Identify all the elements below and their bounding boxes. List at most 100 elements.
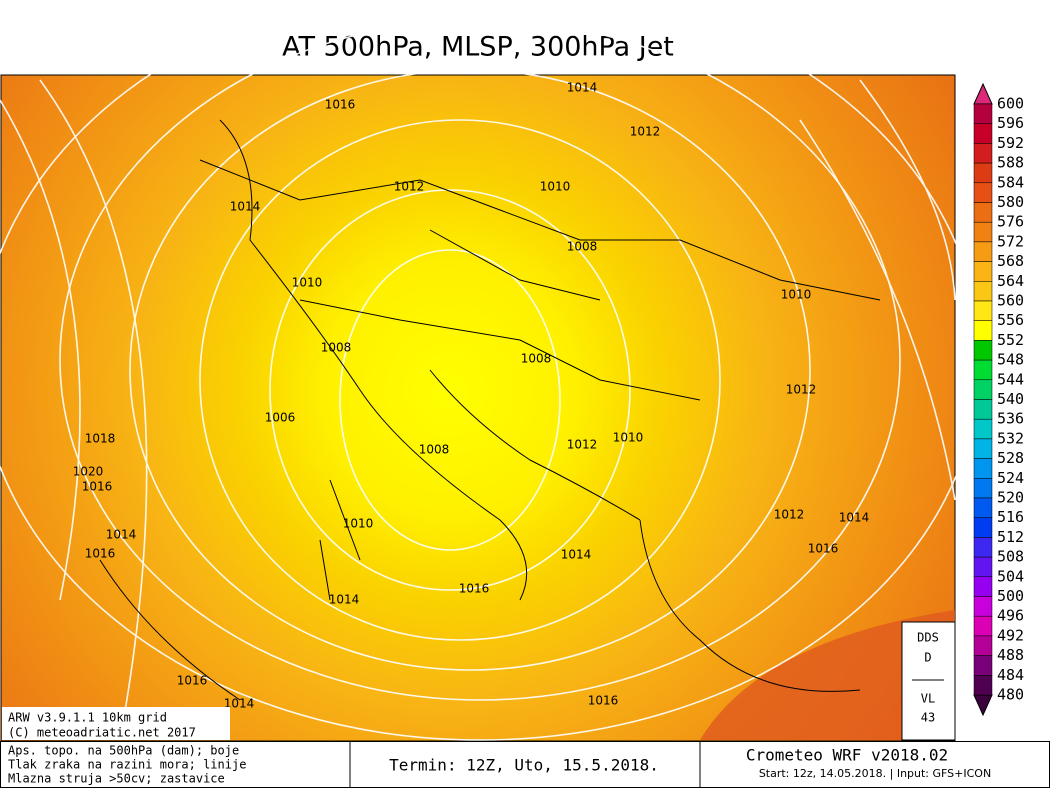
isobar-label: 1014 <box>230 200 261 214</box>
colorbar-swatch <box>973 261 993 282</box>
model-text: ARW v3.9.1.1 10km grid <box>8 711 167 725</box>
colorbar-swatch <box>973 300 993 321</box>
colorbar-label: 544 <box>997 370 1024 388</box>
isobar-label: 1006 <box>265 411 296 425</box>
colorbar-swatch <box>973 103 993 124</box>
colorbar-swatch <box>973 162 993 184</box>
side-box: DDS D VL 43 <box>901 621 956 741</box>
isobar-label: 1016 <box>85 547 116 561</box>
colorbar-label: 488 <box>997 646 1024 664</box>
colorbar-swatch <box>973 143 993 164</box>
colorbar-swatch <box>973 438 993 459</box>
colorbar-swatch <box>973 281 993 302</box>
colorbar-label: 540 <box>997 390 1024 408</box>
colorbar-label: 524 <box>997 469 1024 487</box>
colorbar-label: 484 <box>997 666 1024 684</box>
colorbar-swatch <box>973 576 993 597</box>
colorbar-swatch <box>973 458 993 479</box>
isobar-label: 1010 <box>292 276 323 290</box>
colorbar-swatch <box>973 359 993 381</box>
colorbar-label: 572 <box>997 232 1024 250</box>
colorbar-label: 592 <box>997 134 1024 152</box>
colorbar-label: 504 <box>997 567 1024 585</box>
isobar-label: 1014 <box>567 81 598 95</box>
colorbar-swatch <box>973 615 993 637</box>
isobar-label: 1012 <box>394 180 425 194</box>
footer-text: Tlak zraka na razini mora; linije <box>8 758 246 772</box>
isobar-label: 1008 <box>321 341 352 355</box>
colorbar-swatch <box>973 202 993 223</box>
colorbar-swatch <box>973 182 993 203</box>
colorbar-label: 536 <box>997 410 1024 428</box>
side-text: 43 <box>921 711 935 725</box>
footer-text: Start: 12z, 14.05.2018. | Input: GFS+ICO… <box>759 767 991 780</box>
colorbar-label: 576 <box>997 213 1024 231</box>
isobar-label: 1016 <box>177 674 208 688</box>
colorbar-label: 500 <box>997 587 1024 605</box>
colorbar-label: 492 <box>997 626 1024 644</box>
colorbar-swatch <box>973 596 993 617</box>
colorbar-label: 556 <box>997 311 1024 329</box>
isobar-label: 1016 <box>808 542 839 556</box>
isobar-label: 1016 <box>588 694 619 708</box>
colorbar-swatch <box>973 221 993 243</box>
colorbar-label: 516 <box>997 508 1024 526</box>
model-box-frame <box>2 707 230 740</box>
side-text: DDS <box>917 631 939 645</box>
colorbar-swatch <box>973 556 993 578</box>
isobar-label: 1012 <box>786 383 817 397</box>
isobar-label: 1010 <box>781 288 812 302</box>
colorbar-swatch <box>973 655 993 676</box>
footer: Aps. topo. na 500hPa (dam); boje Tlak zr… <box>0 741 1050 788</box>
colorbar-label: 508 <box>997 548 1024 566</box>
colorbar-label: 520 <box>997 489 1024 507</box>
isobar-label: 1014 <box>106 528 137 542</box>
colorbar-label: 552 <box>997 331 1024 349</box>
colorbar-label: 600 <box>997 95 1024 113</box>
colorbar: 6005965925885845805765725685645605565525… <box>973 82 1024 717</box>
colorbar-swatch <box>973 537 993 558</box>
colorbar-label: 588 <box>997 154 1024 172</box>
colorbar-label: 512 <box>997 528 1024 546</box>
isobar-label: 1008 <box>419 443 450 457</box>
side-box-frame <box>901 621 956 741</box>
colorbar-swatch <box>973 123 993 144</box>
colorbar-label: 480 <box>997 686 1024 704</box>
isobar-label: 1014 <box>839 511 870 525</box>
colorbar-swatch <box>973 675 993 696</box>
colorbar-label: 568 <box>997 252 1024 270</box>
footer-text: Termin: 12Z, Uto, 15.5.2018. <box>389 756 659 775</box>
isobar-label: 1012 <box>567 438 598 452</box>
side-text: VL <box>921 692 935 706</box>
warm-area <box>700 610 955 740</box>
isobar-label: 1014 <box>224 697 255 711</box>
colorbar-swatch <box>973 497 993 518</box>
coastlines <box>99 119 881 701</box>
isobar-label: 1016 <box>325 98 356 112</box>
colorbar-label: 564 <box>997 272 1024 290</box>
colorbar-label: 560 <box>997 292 1024 310</box>
side-text: D <box>924 651 931 665</box>
colorbar-label: 596 <box>997 114 1024 132</box>
isobar-label: 1012 <box>774 508 805 522</box>
colorbar-label: 580 <box>997 193 1024 211</box>
colorbar-label: 584 <box>997 173 1024 191</box>
isobar-label: 1020 <box>73 465 104 479</box>
isobar-label: 1016 <box>459 582 490 596</box>
colorbar-swatch <box>973 418 993 440</box>
colorbar-swatch <box>973 241 993 262</box>
colorbar-label: 532 <box>997 429 1024 447</box>
isobar-label: 1010 <box>540 180 571 194</box>
isobar-label: 1008 <box>521 352 552 366</box>
footer-frame <box>0 741 1050 788</box>
colorbar-swatch <box>973 478 993 499</box>
colorbar-label: 528 <box>997 449 1024 467</box>
colorbar-swatch <box>973 320 993 341</box>
isobar-label: 1018 <box>85 432 116 446</box>
colorbar-label: 548 <box>997 351 1024 369</box>
model-box: ARW v3.9.1.1 10km grid (C) meteoadriatic… <box>2 707 230 740</box>
isobar-label: 1012 <box>630 125 661 139</box>
map-area: 1016 1014 1012 1012 1010 1014 1008 1010 … <box>0 74 956 742</box>
